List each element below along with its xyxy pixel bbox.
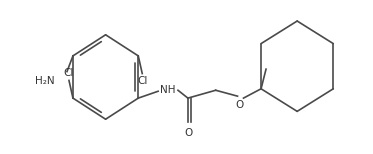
Text: Cl: Cl (137, 75, 147, 85)
Text: O: O (235, 100, 244, 110)
Text: Cl: Cl (64, 69, 74, 79)
Text: NH: NH (160, 85, 176, 95)
Text: O: O (185, 128, 193, 138)
Text: H₂N: H₂N (35, 75, 55, 85)
